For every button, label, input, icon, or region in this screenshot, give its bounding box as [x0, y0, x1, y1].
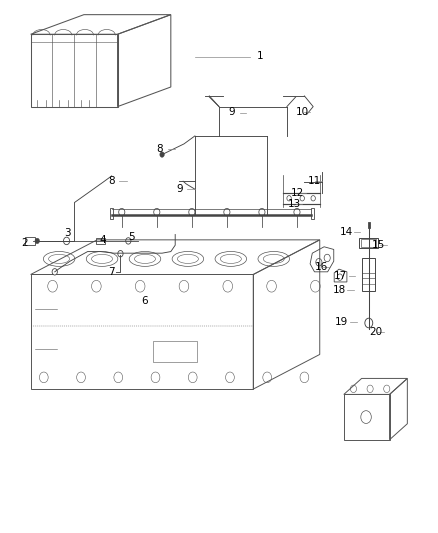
Text: 8: 8 [156, 144, 163, 154]
Circle shape [35, 238, 39, 244]
Bar [153, 341, 197, 362]
Text: 1: 1 [257, 51, 264, 61]
Bar [362, 258, 375, 291]
Text: 6: 6 [141, 296, 148, 306]
Text: 15: 15 [372, 240, 385, 250]
Text: 13: 13 [288, 199, 301, 209]
Bar [25, 237, 35, 245]
Circle shape [160, 152, 164, 157]
Text: 19: 19 [335, 318, 348, 327]
Text: 9: 9 [229, 107, 236, 117]
Text: 12: 12 [291, 189, 304, 198]
Bar [311, 208, 314, 219]
Text: 14: 14 [339, 227, 353, 237]
Text: 9: 9 [176, 184, 183, 194]
Text: 5: 5 [128, 232, 135, 242]
Bar [359, 238, 378, 248]
Text: 3: 3 [64, 229, 71, 238]
Text: 7: 7 [108, 267, 115, 277]
Text: 20: 20 [369, 327, 382, 336]
Text: 8: 8 [108, 176, 115, 186]
Text: 18: 18 [333, 286, 346, 295]
Text: 17: 17 [334, 271, 347, 280]
Bar [361, 239, 376, 247]
Bar [96, 238, 105, 244]
Text: 2: 2 [21, 238, 28, 247]
Circle shape [118, 251, 123, 257]
Text: 4: 4 [99, 235, 106, 245]
Bar [110, 208, 113, 219]
Text: 16: 16 [315, 262, 328, 271]
Circle shape [52, 269, 57, 275]
Text: 10: 10 [296, 107, 309, 117]
Text: 11: 11 [308, 176, 321, 186]
